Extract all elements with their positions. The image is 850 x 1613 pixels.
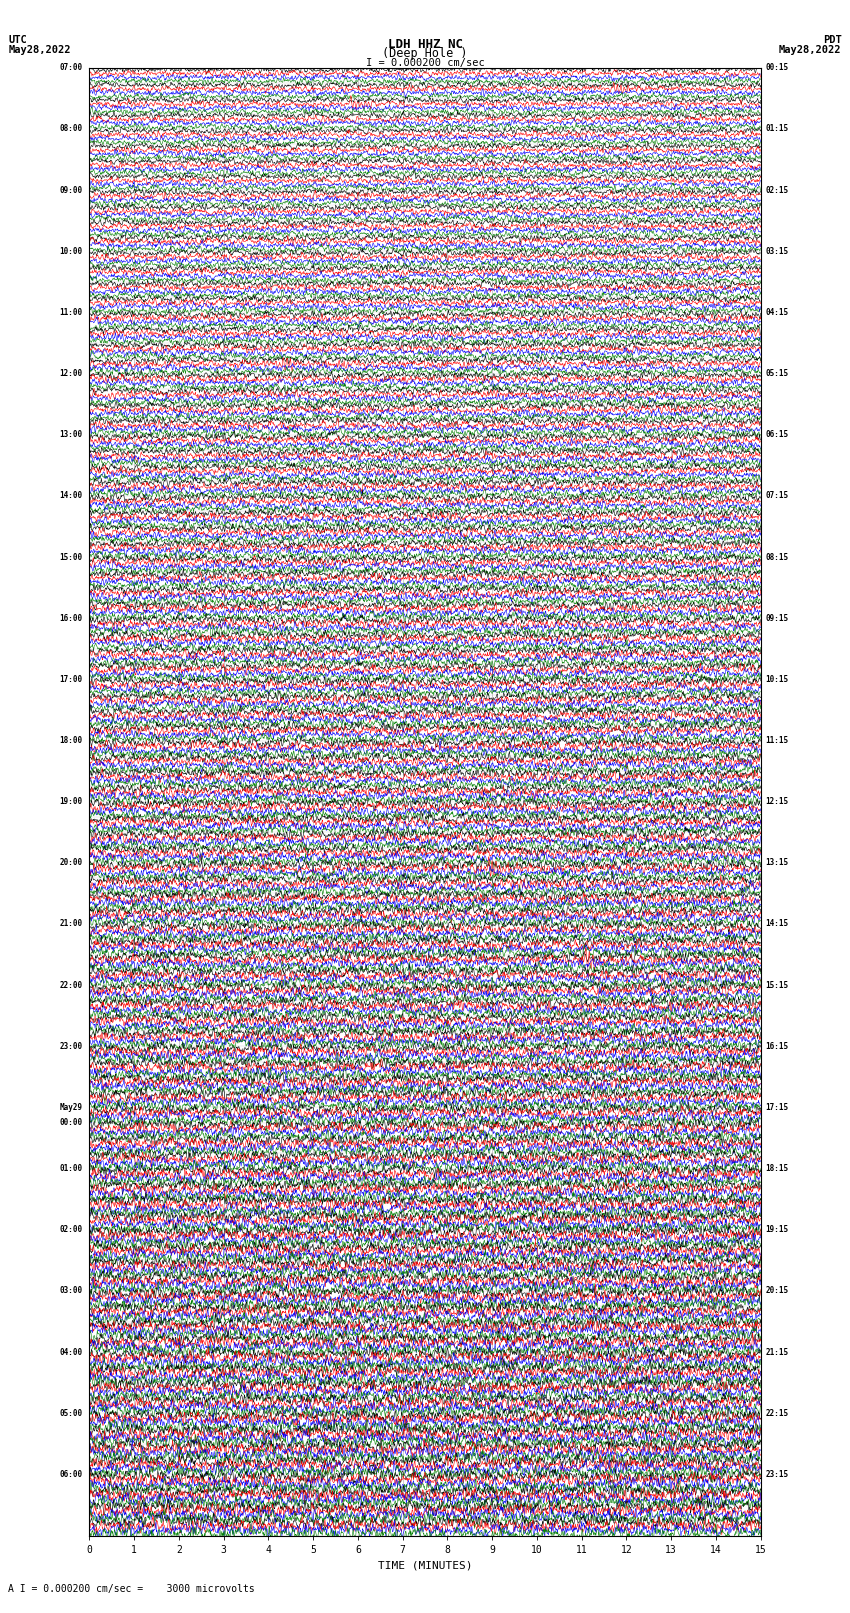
Text: 19:00: 19:00	[60, 797, 82, 806]
Text: 06:00: 06:00	[60, 1469, 82, 1479]
Text: May29: May29	[60, 1103, 82, 1111]
Text: 11:00: 11:00	[60, 308, 82, 316]
Text: 05:00: 05:00	[60, 1408, 82, 1418]
Text: 18:15: 18:15	[765, 1165, 788, 1173]
Text: 12:00: 12:00	[60, 369, 82, 377]
Text: 03:00: 03:00	[60, 1287, 82, 1295]
Text: 13:15: 13:15	[765, 858, 788, 868]
Text: 09:15: 09:15	[765, 613, 788, 623]
Text: 01:00: 01:00	[60, 1165, 82, 1173]
Text: 04:00: 04:00	[60, 1347, 82, 1357]
Text: 18:00: 18:00	[60, 736, 82, 745]
Text: 16:15: 16:15	[765, 1042, 788, 1050]
Text: 13:00: 13:00	[60, 431, 82, 439]
Text: 20:15: 20:15	[765, 1287, 788, 1295]
Text: 15:00: 15:00	[60, 553, 82, 561]
Text: 00:15: 00:15	[765, 63, 788, 73]
Text: 23:00: 23:00	[60, 1042, 82, 1050]
X-axis label: TIME (MINUTES): TIME (MINUTES)	[377, 1560, 473, 1569]
Text: 01:15: 01:15	[765, 124, 788, 134]
Text: 07:00: 07:00	[60, 63, 82, 73]
Text: PDT: PDT	[823, 35, 842, 45]
Text: I = 0.000200 cm/sec: I = 0.000200 cm/sec	[366, 58, 484, 68]
Text: 15:15: 15:15	[765, 981, 788, 990]
Text: 03:15: 03:15	[765, 247, 788, 256]
Text: 10:00: 10:00	[60, 247, 82, 256]
Text: 02:00: 02:00	[60, 1226, 82, 1234]
Text: 09:00: 09:00	[60, 185, 82, 195]
Text: 10:15: 10:15	[765, 674, 788, 684]
Text: LDH HHZ NC: LDH HHZ NC	[388, 37, 462, 50]
Text: 11:15: 11:15	[765, 736, 788, 745]
Text: 04:15: 04:15	[765, 308, 788, 316]
Text: 17:00: 17:00	[60, 674, 82, 684]
Text: 14:15: 14:15	[765, 919, 788, 929]
Text: A I = 0.000200 cm/sec =    3000 microvolts: A I = 0.000200 cm/sec = 3000 microvolts	[8, 1584, 255, 1594]
Text: 17:15: 17:15	[765, 1103, 788, 1111]
Text: UTC: UTC	[8, 35, 27, 45]
Text: 22:15: 22:15	[765, 1408, 788, 1418]
Text: (Deep Hole ): (Deep Hole )	[382, 47, 468, 60]
Text: 23:15: 23:15	[765, 1469, 788, 1479]
Text: May28,2022: May28,2022	[8, 45, 71, 55]
Text: 14:00: 14:00	[60, 492, 82, 500]
Text: May28,2022: May28,2022	[779, 45, 842, 55]
Text: 06:15: 06:15	[765, 431, 788, 439]
Text: 00:00: 00:00	[60, 1118, 82, 1127]
Text: 08:00: 08:00	[60, 124, 82, 134]
Text: 20:00: 20:00	[60, 858, 82, 868]
Text: 19:15: 19:15	[765, 1226, 788, 1234]
Text: 21:00: 21:00	[60, 919, 82, 929]
Text: 05:15: 05:15	[765, 369, 788, 377]
Text: 16:00: 16:00	[60, 613, 82, 623]
Text: 02:15: 02:15	[765, 185, 788, 195]
Text: 08:15: 08:15	[765, 553, 788, 561]
Text: 21:15: 21:15	[765, 1347, 788, 1357]
Text: 22:00: 22:00	[60, 981, 82, 990]
Text: 07:15: 07:15	[765, 492, 788, 500]
Text: 12:15: 12:15	[765, 797, 788, 806]
